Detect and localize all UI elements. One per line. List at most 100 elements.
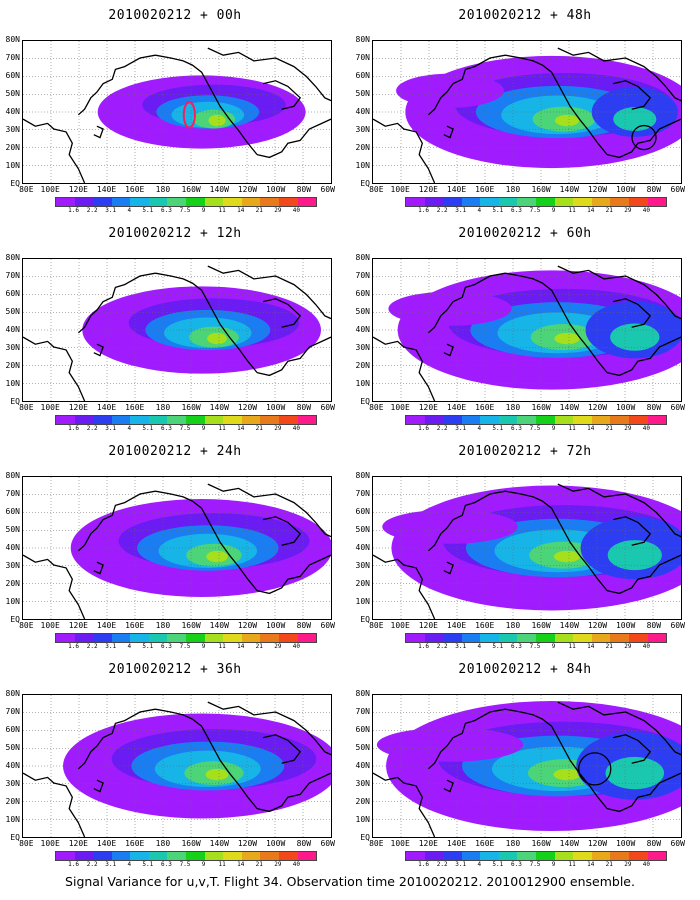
coastline [93, 561, 104, 575]
lon-tick-label: 180 [505, 185, 521, 194]
lat-tick-label: 40N [355, 543, 370, 552]
colorbar-label: 9 [201, 861, 206, 868]
colorbar-swatch [628, 852, 648, 860]
colorbar-label: 11 [568, 643, 576, 650]
colorbar-label: 3.1 [455, 861, 467, 868]
variance-map [22, 40, 332, 184]
colorbar-swatch [461, 198, 481, 206]
coastline [207, 701, 331, 756]
lat-tick-label: EQ [10, 833, 20, 842]
latitude-labels: 80N 70N 60N 50N 40N 30N 20N 10N EQ [0, 254, 22, 406]
target-circle [578, 752, 612, 786]
lon-tick-label: 60W [320, 621, 335, 630]
colorbar-swatch [111, 852, 131, 860]
colorbar-swatch [480, 852, 499, 860]
latitude-labels: 80N 70N 60N 50N 40N 30N 20N 10N EQ [350, 690, 372, 842]
colorbar-label: 40 [292, 861, 301, 868]
colorbar-swatch [278, 634, 298, 642]
colorbar-swatch [536, 416, 555, 424]
variance-map [372, 258, 682, 402]
coastline [263, 298, 302, 328]
colorbar-swatch [573, 416, 592, 424]
lat-tick-label: 10N [5, 379, 20, 388]
longitude-labels: 80E 100E 120E 140E 160E 180 160W 140W 120W 100W 80… [369, 621, 685, 631]
coastline [427, 708, 506, 770]
colorbar-swatch [443, 416, 462, 424]
lat-tick-label: 30N [5, 561, 20, 570]
lon-tick-label: 120E [418, 403, 438, 412]
latitude-labels: 80N 70N 60N 50N 40N 30N 20N 10N EQ [0, 472, 22, 624]
lat-tick-label: 30N [5, 779, 20, 788]
colorbar-label: 4 [477, 425, 482, 432]
lat-tick-label: 20N [5, 579, 20, 588]
colorbar-swatch [591, 634, 611, 642]
colorbar-swatch [554, 634, 574, 642]
lat-tick-label: 10N [355, 597, 370, 606]
colorbar-swatch [591, 198, 611, 206]
longitude-labels: 80E 100E 120E 140E 160E 180 160W 140W 120W 100W 80… [369, 403, 685, 413]
lon-tick-label: 100E [40, 185, 60, 194]
colorbar-swatch [573, 852, 592, 860]
colorbar-label: 4 [127, 861, 132, 868]
colorbar-labels: 1.6 2.2 3.1 4 5.1 6.3 7.5 9 11 14 21 29 40 [55, 643, 315, 651]
colorbar-label: 1.6 [68, 425, 79, 432]
colorbar-label: 7.5 [529, 861, 541, 868]
colorbar-swatch [610, 852, 629, 860]
colorbar-swatch [461, 634, 481, 642]
colorbar-label: 11 [568, 861, 576, 868]
colorbar-swatch [443, 634, 462, 642]
lat-tick-label: 60N [355, 725, 370, 734]
colorbar-swatch [56, 852, 75, 860]
coastline [256, 336, 331, 377]
colorbar-swatch [223, 416, 242, 424]
colorbar-swatch [536, 198, 555, 206]
lat-tick-label: 80N [5, 689, 20, 698]
map-panel: 2010020212 + 12h 80N 70N 60N 50N 40N 30N 20N 10N… [0, 218, 350, 436]
lon-tick-label: 120W [587, 185, 608, 194]
colorbar-label: 5.1 [492, 861, 504, 868]
lat-tick-label: 60N [5, 71, 20, 80]
colorbar-swatch [517, 198, 537, 206]
coastline [23, 554, 86, 619]
lon-tick-label: 80W [646, 839, 662, 848]
lat-tick-label: 10N [5, 161, 20, 170]
coastline [373, 554, 436, 619]
coastline [77, 490, 156, 552]
coastline [256, 118, 331, 159]
lon-tick-label: 120W [587, 621, 608, 630]
lat-tick-label: 20N [355, 797, 370, 806]
lon-tick-label: 160E [475, 621, 495, 630]
lon-tick-label: 180 [155, 403, 171, 412]
lon-tick-label: 140W [559, 621, 579, 630]
longitude-labels: 80E 100E 120E 140E 160E 180 160W 140W 120W 100W 80… [19, 621, 335, 631]
colorbar-label: 7.5 [179, 207, 191, 214]
colorbar-label: 7.5 [179, 861, 191, 868]
colorbar [405, 851, 667, 861]
lat-tick-label: 70N [5, 53, 20, 62]
lat-tick-label: 70N [5, 271, 20, 280]
coastline [155, 272, 258, 374]
lon-tick-label: 160W [531, 185, 551, 194]
variance-map [372, 476, 682, 620]
colorbar-label: 40 [292, 207, 301, 214]
coastline [606, 772, 681, 813]
panel-title: 2010020212 + 12h [108, 226, 242, 241]
colorbar-swatch [573, 198, 592, 206]
colorbar-label: 1.6 [68, 207, 79, 214]
lat-tick-label: 70N [355, 271, 370, 280]
lat-tick-label: 50N [5, 525, 20, 534]
colorbar-label: 21 [255, 643, 263, 650]
variance-contour [554, 332, 580, 345]
lon-tick-label: 80W [296, 185, 312, 194]
lat-tick-label: 30N [355, 343, 370, 352]
lon-tick-label: 140W [559, 839, 579, 848]
lon-tick-label: 140W [209, 621, 229, 630]
colorbar [405, 633, 667, 643]
coastline [606, 336, 681, 377]
lon-tick-label: 120W [237, 185, 258, 194]
lon-tick-label: 120E [68, 839, 88, 848]
lat-tick-label: EQ [10, 615, 20, 624]
colorbar-swatch [628, 198, 648, 206]
colorbar-swatch [536, 634, 555, 642]
lon-tick-label: 100E [390, 185, 410, 194]
